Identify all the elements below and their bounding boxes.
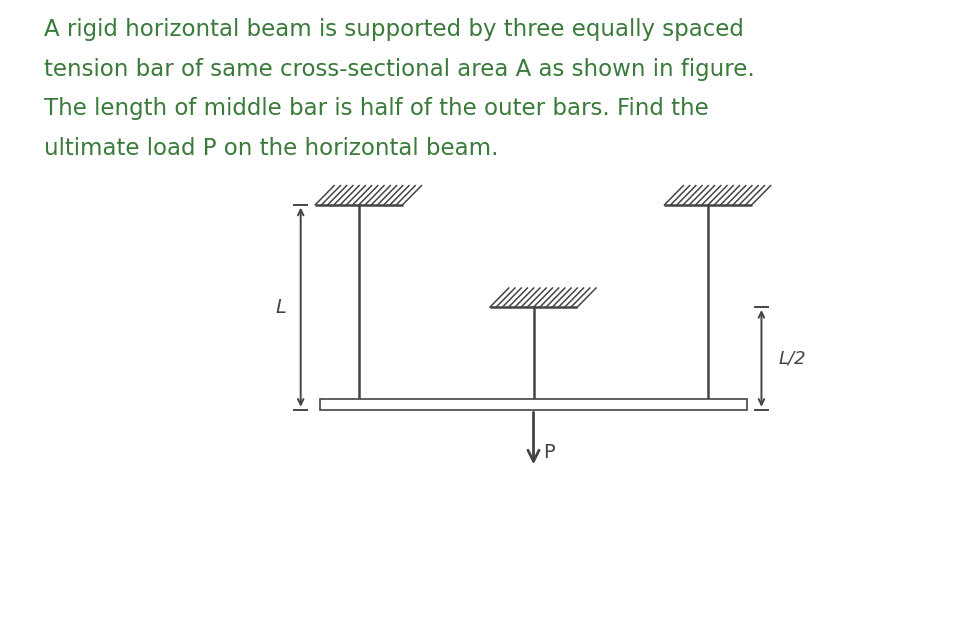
- Text: tension bar of same cross-sectional area A as shown in figure.: tension bar of same cross-sectional area…: [44, 58, 754, 81]
- Text: L/2: L/2: [778, 349, 805, 367]
- Text: P: P: [543, 443, 554, 462]
- Text: L: L: [275, 298, 286, 317]
- Bar: [320, 399, 746, 410]
- Text: ultimate load P on the horizontal beam.: ultimate load P on the horizontal beam.: [44, 137, 498, 160]
- Text: A rigid horizontal beam is supported by three equally spaced: A rigid horizontal beam is supported by …: [44, 18, 743, 41]
- Text: The length of middle bar is half of the outer bars. Find the: The length of middle bar is half of the …: [44, 97, 707, 120]
